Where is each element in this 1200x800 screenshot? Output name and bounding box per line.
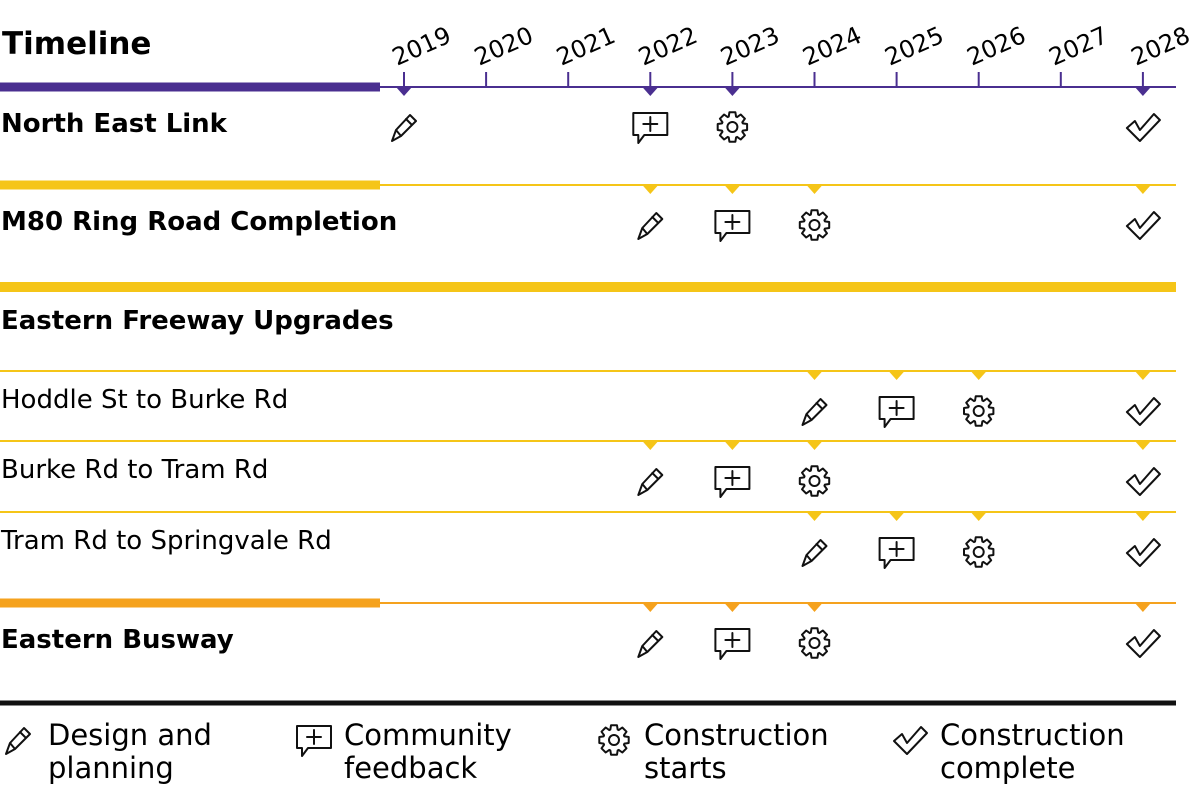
row-accent-bar — [0, 180, 380, 190]
milestone-marker — [1134, 441, 1151, 450]
milestone-marker — [806, 371, 823, 380]
pencil-icon — [637, 468, 664, 496]
gear-icon — [598, 724, 630, 756]
year-tick-label: 2024 — [799, 21, 866, 71]
speech-bubble-plus-icon — [632, 112, 669, 144]
year-tick-label: 2020 — [470, 21, 537, 71]
project-label: M80 Ring Road Completion — [1, 207, 397, 237]
checkmark-icon — [1125, 113, 1161, 142]
year-tick-label: 2023 — [716, 21, 783, 71]
checkmark-icon — [1125, 211, 1161, 240]
project-row: Eastern Busway — [0, 598, 1176, 660]
pencil-icon — [637, 630, 664, 658]
project-rows: North East Link M80 Ring Road Completion E… — [0, 82, 1176, 660]
milestone-marker — [642, 87, 659, 96]
speech-bubble-plus-icon — [714, 210, 751, 242]
gear-icon — [716, 111, 749, 143]
milestone-marker — [1134, 603, 1151, 612]
project-row: Tram Rd to Springvale Rd — [0, 511, 1176, 569]
milestone-marker — [970, 512, 987, 521]
project-row: Eastern Freeway Upgrades — [0, 282, 1176, 336]
legend-label: complete — [940, 751, 1075, 785]
legend-label: planning — [48, 751, 174, 785]
project-row: M80 Ring Road Completion — [0, 180, 1176, 242]
project-label: Hoddle St to Burke Rd — [1, 385, 288, 415]
year-axis: 2019 2020 2021 2022 2023 2024 2025 2026 2027 2028 — [380, 21, 1194, 88]
year-tick-label: 2022 — [634, 21, 701, 71]
milestone-marker — [396, 87, 412, 96]
year-tick-label: 2025 — [881, 21, 948, 71]
project-label: Burke Rd to Tram Rd — [1, 455, 268, 485]
group-band — [0, 282, 1176, 292]
project-label: Tram Rd to Springvale Rd — [0, 526, 332, 556]
checkmark-icon — [1125, 629, 1161, 658]
speech-bubble-plus-icon — [714, 466, 751, 498]
checkmark-icon — [893, 726, 928, 755]
speech-bubble-plus-icon — [878, 537, 915, 569]
milestone-marker — [888, 512, 905, 521]
pencil-icon — [391, 114, 417, 142]
year-tick-label: 2027 — [1045, 21, 1112, 71]
page-title: Timeline — [2, 26, 151, 62]
milestone-marker — [642, 441, 659, 450]
speech-bubble-plus-icon — [878, 396, 915, 428]
legend-label: starts — [644, 751, 727, 785]
row-accent-bar — [0, 598, 380, 608]
project-label: Eastern Freeway Upgrades — [1, 306, 394, 336]
checkmark-icon — [1125, 467, 1161, 496]
milestone-marker — [724, 441, 741, 450]
project-row: Burke Rd to Tram Rd — [0, 440, 1176, 498]
project-row: Hoddle St to Burke Rd — [0, 370, 1176, 428]
milestone-marker — [806, 603, 823, 612]
year-tick-label: 2021 — [552, 21, 619, 71]
pencil-icon — [5, 727, 31, 755]
gear-icon — [963, 395, 995, 427]
legend-label: Construction — [940, 718, 1125, 752]
milestone-marker — [724, 185, 741, 194]
milestone-marker — [806, 441, 823, 450]
project-label: North East Link — [1, 109, 228, 139]
row-accent-bar — [0, 82, 380, 92]
milestone-marker — [1134, 512, 1151, 521]
speech-bubble-plus-icon — [714, 628, 751, 660]
milestone-marker — [888, 371, 905, 380]
checkmark-icon — [1125, 538, 1161, 567]
milestone-marker — [970, 371, 987, 380]
milestone-marker — [642, 603, 659, 612]
milestone-marker — [806, 512, 823, 521]
checkmark-icon — [1125, 397, 1161, 426]
project-row: North East Link — [0, 82, 1176, 144]
milestone-marker — [724, 603, 741, 612]
milestone-marker — [1134, 185, 1151, 194]
gear-icon — [963, 536, 995, 568]
gear-icon — [798, 465, 831, 497]
pencil-icon — [801, 398, 828, 426]
milestone-marker — [642, 185, 659, 194]
speech-bubble-plus-icon — [296, 725, 332, 757]
project-label: Eastern Busway — [1, 625, 234, 655]
year-tick-label: 2028 — [1127, 21, 1194, 71]
legend-label: feedback — [344, 751, 477, 785]
legend-label: Community — [344, 718, 512, 752]
pencil-icon — [637, 212, 664, 240]
gear-icon — [798, 627, 831, 659]
year-tick-label: 2019 — [388, 21, 455, 71]
year-tick-label: 2026 — [963, 21, 1030, 71]
legend-label: Construction — [644, 718, 829, 752]
gear-icon — [798, 209, 831, 241]
pencil-icon — [801, 539, 828, 567]
milestone-marker — [806, 185, 823, 194]
milestone-marker — [1134, 87, 1151, 96]
legend-label: Design and — [48, 718, 212, 752]
milestone-marker — [724, 87, 741, 96]
milestone-marker — [1134, 371, 1151, 380]
